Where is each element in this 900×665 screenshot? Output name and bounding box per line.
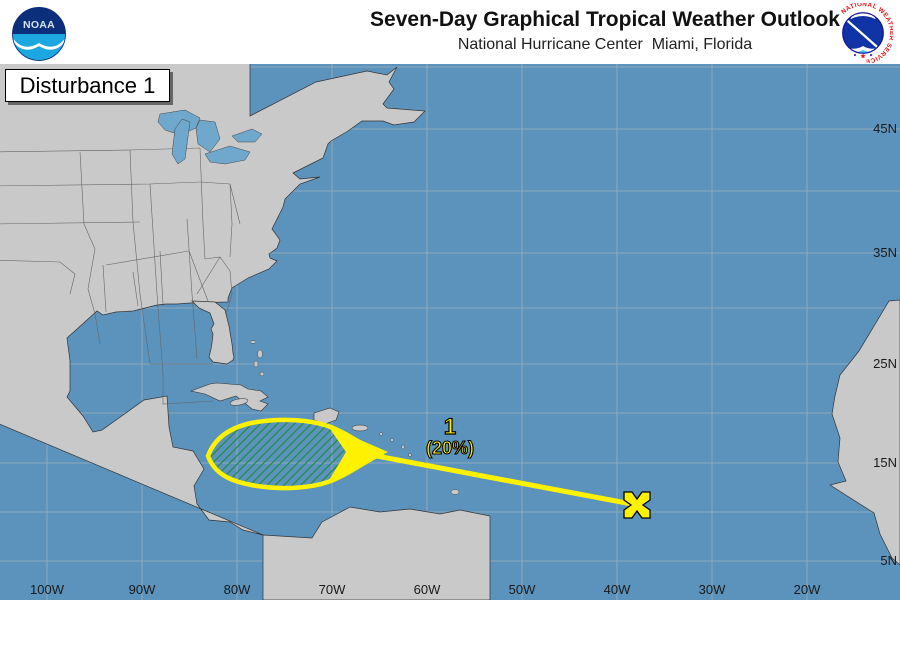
- svg-text:35N: 35N: [873, 245, 897, 260]
- svg-text:90W: 90W: [129, 582, 156, 597]
- svg-text:NOAA: NOAA: [23, 19, 55, 31]
- svg-text:15N: 15N: [873, 455, 897, 470]
- svg-text:5N: 5N: [880, 553, 897, 568]
- svg-text:70W: 70W: [319, 582, 346, 597]
- svg-text:50W: 50W: [509, 582, 536, 597]
- svg-text:60W: 60W: [414, 582, 441, 597]
- svg-text:(20%): (20%): [426, 438, 474, 458]
- svg-text:45N: 45N: [873, 121, 897, 136]
- svg-text:30W: 30W: [699, 582, 726, 597]
- svg-text:80W: 80W: [224, 582, 251, 597]
- svg-text:25N: 25N: [873, 356, 897, 371]
- svg-text:100W: 100W: [30, 582, 65, 597]
- svg-text:20W: 20W: [794, 582, 821, 597]
- svg-text:1: 1: [444, 414, 456, 439]
- svg-text:40W: 40W: [604, 582, 631, 597]
